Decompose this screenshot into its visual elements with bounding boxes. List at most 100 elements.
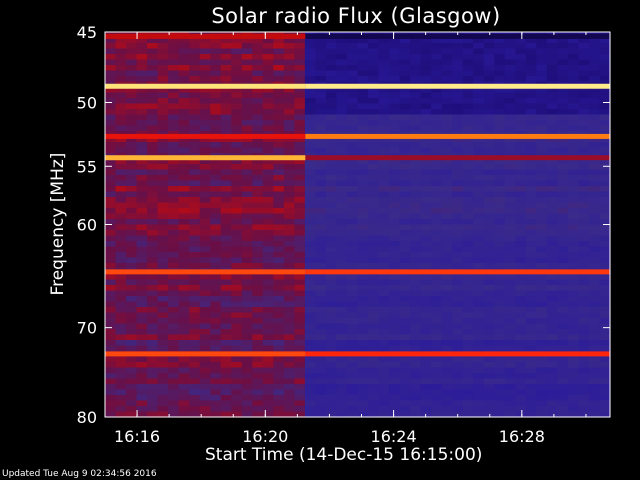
spectrogram-cell	[210, 98, 222, 105]
spectrogram-cell	[168, 169, 180, 176]
spectrogram-cell	[410, 395, 422, 402]
spectrogram-cell	[294, 235, 306, 242]
spectrogram-cell	[462, 70, 474, 77]
spectrogram-cell	[346, 235, 359, 242]
spectrogram-cell	[262, 59, 274, 66]
spectrogram-cell	[452, 230, 464, 237]
spectrogram-cell	[410, 290, 422, 297]
spectrogram-cell	[389, 318, 401, 325]
spectrogram-cell	[294, 70, 306, 77]
spectrogram-cell	[325, 120, 338, 127]
spectrogram-cell	[431, 389, 443, 396]
spectrogram-cell	[252, 208, 264, 215]
spectrogram-cell	[483, 329, 495, 336]
spectrogram-cell	[136, 257, 148, 264]
spectrogram-cell	[157, 406, 169, 413]
spectrogram-cell	[189, 158, 201, 165]
spectrogram-cell	[210, 191, 222, 198]
spectrogram-cell	[504, 367, 516, 374]
spectrogram-cell	[567, 340, 580, 347]
spectrogram-cell	[241, 312, 253, 319]
spectrogram-cell	[294, 329, 306, 336]
spectrogram-cell	[410, 70, 422, 77]
spectrogram-cell	[399, 48, 411, 55]
spectrogram-cell	[399, 197, 411, 204]
spectrogram-cell	[115, 235, 127, 242]
spectrogram-cell	[494, 98, 506, 105]
spectrogram-cell	[115, 65, 127, 72]
spectrogram-cell	[378, 43, 390, 50]
spectrogram-cell	[515, 125, 527, 132]
spectrogram-cell	[273, 230, 285, 237]
spectrogram-cell	[473, 109, 485, 116]
spectrogram-cell	[578, 169, 590, 176]
spectrogram-cell	[273, 367, 285, 374]
spectrogram-cell	[283, 345, 295, 352]
spectrogram-cell	[420, 373, 432, 380]
spectrogram-cell	[389, 175, 401, 182]
spectrogram-cell	[378, 406, 390, 413]
spectrogram-cell	[178, 263, 190, 270]
spectrogram-cell	[546, 230, 558, 237]
spectrogram-cell	[105, 70, 117, 77]
spectrogram-cell	[441, 367, 453, 374]
spectrogram-cell	[588, 307, 601, 314]
spectrogram-cell	[157, 54, 169, 61]
spectrogram-cell	[157, 257, 169, 264]
spectrogram-cell	[588, 406, 601, 413]
spectrogram-cell	[431, 186, 443, 193]
spectrogram-cell	[105, 318, 117, 325]
spectrogram-cell	[168, 290, 180, 297]
spectrogram-cell	[283, 175, 295, 182]
spectrogram-cell	[378, 70, 390, 77]
spectrogram-cell	[220, 109, 232, 116]
spectrogram-cell	[536, 202, 548, 209]
spectrogram-cell	[105, 307, 117, 314]
spectrogram-cell	[336, 59, 348, 66]
spectrogram-cell	[231, 70, 243, 77]
spectrogram-cell	[346, 37, 359, 44]
spectrogram-cell	[115, 136, 127, 143]
spectrogram-cell	[189, 395, 201, 402]
spectrogram-cell	[473, 98, 485, 105]
spectrogram-cell	[252, 246, 264, 253]
spectrogram-cell	[178, 43, 190, 50]
spectrogram-cell	[525, 235, 537, 242]
spectrogram-cell	[336, 301, 348, 308]
spectrogram-cell	[357, 48, 369, 55]
spectrogram-cell	[357, 142, 369, 149]
spectrogram-cell	[431, 257, 443, 264]
spectrogram-cell	[304, 334, 317, 341]
y-tick-label: 60	[77, 216, 97, 235]
spectrogram-cell	[294, 384, 306, 391]
spectrogram-cell	[168, 323, 180, 330]
spectrogram-cell	[473, 180, 485, 187]
spectrogram-band	[305, 83, 610, 89]
spectrogram-cell	[220, 323, 232, 330]
spectrogram-cell	[262, 54, 274, 61]
spectrogram-cell	[567, 378, 580, 385]
spectrogram-cell	[462, 48, 474, 55]
spectrogram-cell	[462, 109, 474, 116]
spectrogram-cell	[178, 191, 190, 198]
spectrogram-cell	[294, 219, 306, 226]
spectrogram-cell	[105, 120, 117, 127]
spectrogram-cell	[536, 263, 548, 270]
spectrogram-cell	[399, 318, 411, 325]
spectrogram-cell	[462, 395, 474, 402]
spectrogram-cell	[115, 109, 127, 116]
spectrogram-cell	[420, 384, 432, 391]
spectrogram-cell	[399, 191, 411, 198]
spectrogram-cell	[325, 103, 338, 110]
spectrogram-cell	[241, 76, 253, 83]
spectrogram-cell	[494, 356, 506, 363]
spectrogram-cell	[399, 92, 411, 99]
spectrogram-cell	[336, 373, 348, 380]
spectrogram-cell	[304, 103, 317, 110]
spectrogram-cell	[441, 406, 453, 413]
spectrogram-cell	[504, 92, 516, 99]
spectrogram-cell	[315, 54, 327, 61]
spectrogram-cell	[178, 109, 190, 116]
spectrogram-cell	[515, 274, 527, 281]
spectrogram-cell	[441, 43, 453, 50]
